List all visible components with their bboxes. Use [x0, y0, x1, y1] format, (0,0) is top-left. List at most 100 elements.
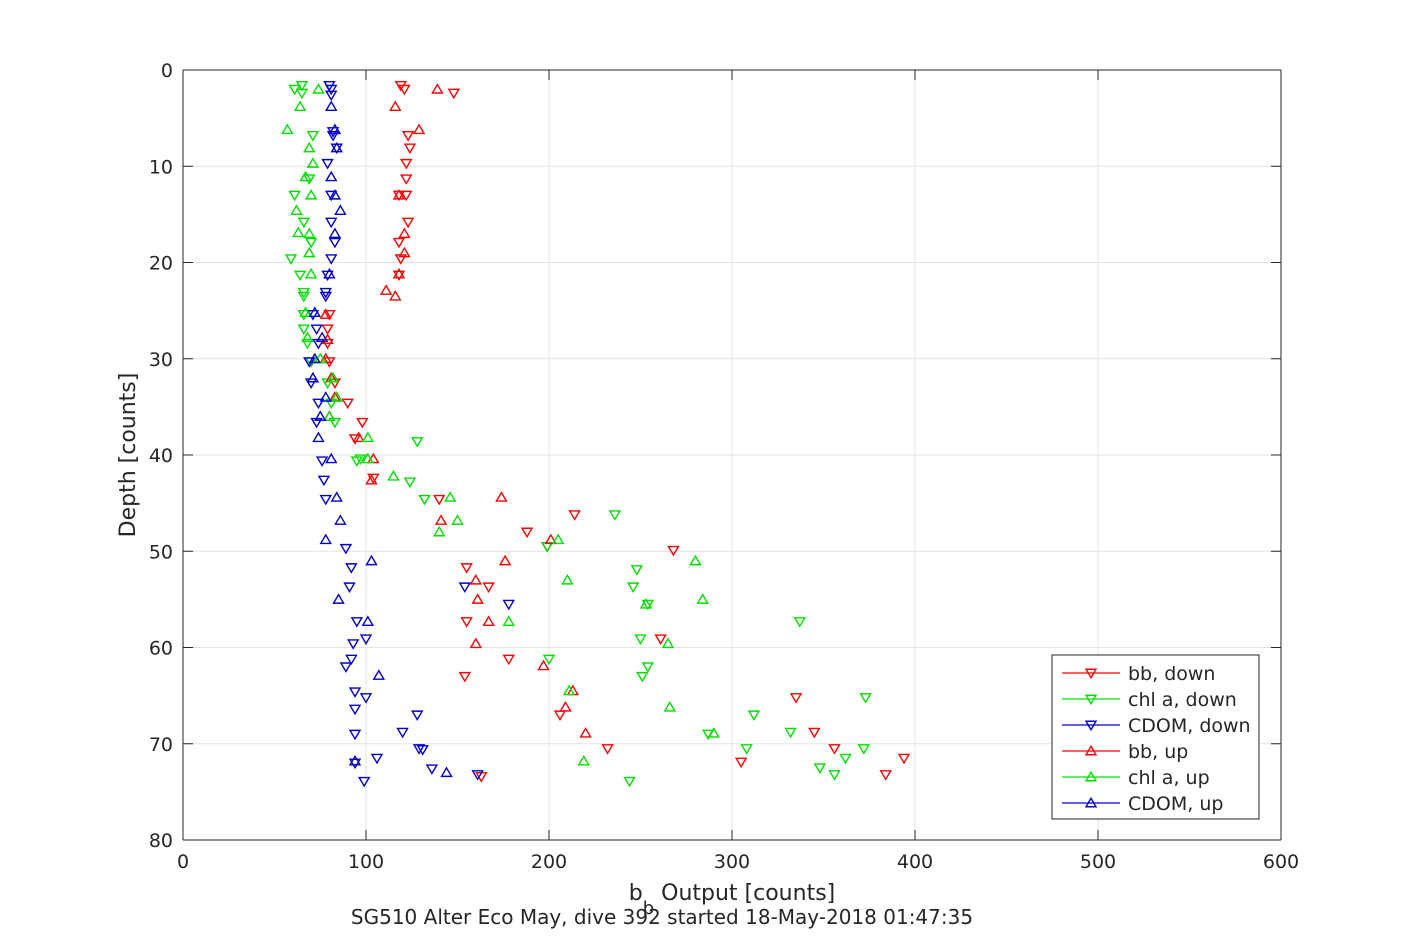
series-5	[306, 100, 453, 778]
data-point	[325, 452, 338, 464]
data-point	[312, 431, 325, 443]
data-point	[469, 573, 483, 585]
data-point	[361, 452, 375, 464]
data-point	[295, 88, 309, 100]
legend-label: chl a, up	[1128, 767, 1210, 789]
data-point	[813, 763, 827, 774]
data-point	[537, 659, 550, 671]
data-point	[330, 391, 343, 402]
legend-marker	[1084, 796, 1098, 808]
y-tick-label: 80	[149, 830, 173, 852]
data-point	[348, 729, 362, 741]
data-point	[348, 687, 362, 698]
data-point	[411, 710, 424, 722]
data-point	[301, 338, 314, 350]
data-point	[520, 527, 534, 539]
data-point	[332, 593, 345, 604]
data-point	[334, 514, 347, 525]
y-axis-label: Depth [counts]	[116, 373, 141, 538]
data-point	[304, 267, 318, 279]
y-tick-label: 70	[149, 734, 173, 756]
x-tick-label: 500	[1080, 851, 1116, 873]
data-point	[330, 141, 343, 153]
data-point	[359, 634, 373, 645]
data-point	[793, 617, 806, 628]
x-axis-label-main: b	[629, 881, 643, 906]
data-point	[447, 88, 461, 100]
legend-box	[1051, 654, 1260, 820]
data-point	[303, 174, 316, 185]
data-point	[392, 237, 406, 249]
data-point	[416, 745, 429, 756]
data-point	[341, 398, 354, 410]
data-point	[304, 378, 318, 389]
data-point	[284, 254, 298, 265]
y-tick-label: 0	[161, 60, 173, 82]
x-tick-label: 100	[348, 851, 384, 873]
legend-marker	[1084, 668, 1098, 680]
data-point	[319, 533, 332, 545]
data-point	[304, 237, 318, 249]
data-point	[808, 727, 821, 739]
data-point	[400, 174, 413, 185]
data-point	[328, 188, 342, 200]
data-point	[352, 431, 365, 443]
data-point	[542, 654, 556, 666]
data-point	[577, 754, 590, 766]
data-point	[281, 123, 294, 135]
data-point	[323, 410, 336, 421]
data-point	[634, 634, 647, 645]
x-axis-label-rest: Output [counts]	[654, 881, 835, 906]
data-point	[828, 744, 841, 755]
data-point	[297, 324, 311, 336]
data-point	[299, 306, 312, 317]
data-point	[432, 494, 446, 506]
data-point	[319, 308, 332, 319]
data-point	[328, 237, 342, 249]
x-tick-label: 0	[177, 851, 189, 873]
data-point	[469, 637, 483, 649]
legend-marker	[1084, 694, 1098, 706]
legend-entry: chl a, down	[1062, 689, 1237, 711]
data-point	[559, 701, 572, 712]
data-point	[348, 704, 362, 716]
data-point	[350, 617, 364, 628]
data-point	[897, 753, 911, 765]
data-point	[348, 758, 362, 770]
data-point	[707, 727, 720, 738]
data-point	[345, 563, 358, 574]
data-point	[312, 83, 325, 94]
data-point	[641, 662, 655, 673]
data-point	[398, 227, 411, 239]
data-point	[667, 545, 680, 557]
data-point	[401, 131, 415, 142]
data-point	[365, 554, 378, 566]
data-point	[367, 473, 380, 485]
data-point	[297, 217, 311, 229]
x-tick-label: 200	[531, 851, 567, 873]
data-point	[734, 757, 748, 769]
data-point	[325, 84, 338, 96]
y-tick-label: 20	[149, 253, 173, 275]
data-point	[411, 437, 424, 448]
data-point	[482, 582, 495, 593]
data-point	[325, 90, 338, 102]
data-point	[458, 582, 472, 593]
legend-entry: CDOM, up	[1062, 793, 1223, 815]
legend-entry: bb, down	[1062, 663, 1215, 685]
data-point	[540, 541, 554, 553]
data-point	[879, 770, 892, 781]
data-points	[281, 80, 911, 788]
data-point	[431, 83, 444, 94]
legend-label: bb, up	[1128, 741, 1188, 763]
data-point	[440, 766, 453, 778]
data-point	[639, 598, 653, 609]
data-point	[392, 270, 406, 282]
data-point	[299, 170, 312, 182]
data-point	[396, 727, 409, 739]
data-point	[359, 693, 373, 704]
data-point	[544, 533, 558, 545]
data-point	[334, 204, 347, 215]
data-point	[306, 131, 320, 142]
